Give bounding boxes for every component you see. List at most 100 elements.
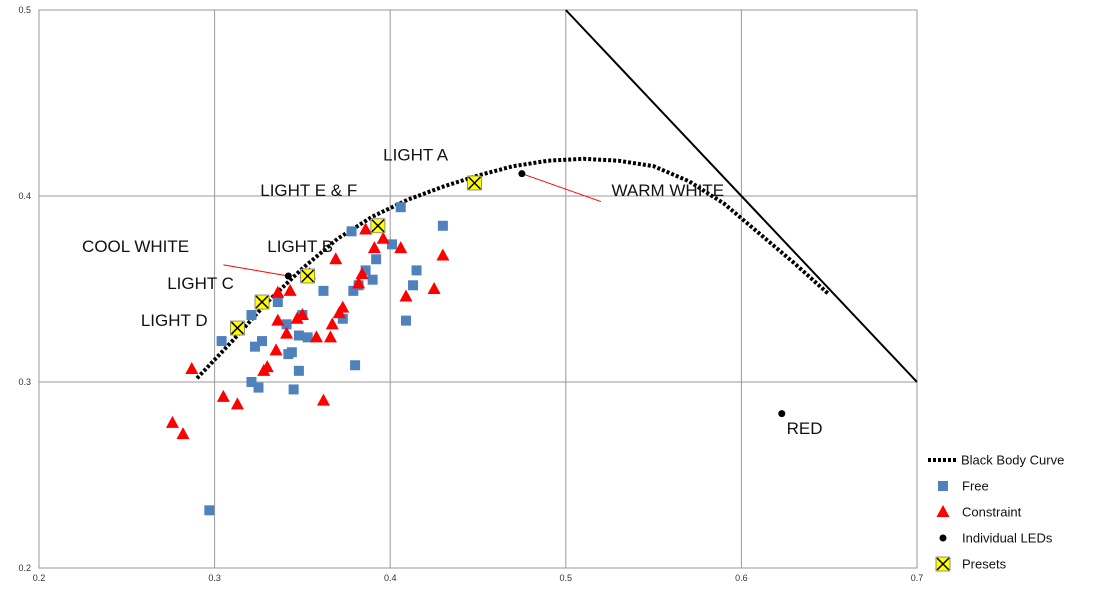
constraint-point bbox=[309, 330, 323, 343]
constraint-point bbox=[271, 285, 285, 298]
free-point bbox=[286, 347, 297, 358]
preset-point bbox=[230, 320, 245, 336]
annotation-leader-lines bbox=[223, 173, 602, 277]
constraint-point bbox=[260, 360, 274, 373]
constraint-point bbox=[295, 308, 309, 321]
constraint-point bbox=[367, 241, 381, 254]
free-point bbox=[253, 382, 264, 393]
preset-point bbox=[467, 175, 482, 191]
free-point bbox=[318, 285, 329, 296]
legend-label: Individual LEDs bbox=[962, 531, 1053, 546]
annotation-label: WARM WHITE bbox=[611, 181, 724, 200]
free-point bbox=[437, 220, 448, 231]
leader-line bbox=[521, 173, 602, 203]
annotation-label: LIGHT D bbox=[141, 311, 208, 330]
y-tick-label: 0.4 bbox=[18, 191, 31, 201]
free-point bbox=[401, 315, 412, 326]
legend-label: Black Body Curve bbox=[961, 453, 1064, 468]
constraint-point bbox=[329, 252, 343, 265]
annotations: LIGHT A LIGHT E & F COOL WHITE LIGHT B LIGHT… bbox=[82, 146, 823, 438]
annotation-label: LIGHT A bbox=[383, 146, 449, 165]
constraint-point bbox=[427, 282, 441, 294]
constraint-point bbox=[359, 222, 373, 235]
free-point bbox=[272, 297, 283, 308]
legend-swatch bbox=[939, 534, 947, 542]
free-point bbox=[386, 239, 397, 250]
grid-lines bbox=[38, 9, 918, 569]
black-body-curve-line bbox=[195, 156, 831, 380]
legend-swatch bbox=[938, 481, 948, 491]
free-point bbox=[246, 310, 257, 321]
constraint-point bbox=[376, 231, 390, 244]
constraint-point bbox=[269, 343, 283, 356]
constraint-point bbox=[436, 248, 450, 261]
constraint-point bbox=[352, 276, 366, 289]
x-axis-tick-labels: 0.2 0.3 0.4 0.5 0.6 0.7 bbox=[33, 573, 924, 583]
free-point bbox=[257, 336, 268, 347]
preset-point bbox=[300, 268, 316, 284]
constraint-point bbox=[271, 313, 285, 326]
x-tick-label: 0.4 bbox=[384, 573, 397, 583]
constraint-point bbox=[355, 267, 369, 280]
y-tick-label: 0.3 bbox=[18, 377, 31, 387]
preset-point bbox=[370, 218, 386, 234]
legend-label: Presets bbox=[962, 557, 1007, 572]
free-point bbox=[288, 384, 299, 395]
annotation-label: COOL WHITE bbox=[82, 237, 189, 256]
free-point bbox=[293, 365, 304, 376]
y-axis-tick-labels: 0.2 0.3 0.4 0.5 bbox=[18, 5, 31, 573]
constraint-point bbox=[280, 326, 294, 339]
constraint-point bbox=[323, 330, 337, 343]
constraint-point bbox=[165, 415, 179, 428]
free-point bbox=[408, 280, 419, 291]
x-tick-label: 0.5 bbox=[560, 573, 573, 583]
free-point bbox=[371, 254, 382, 265]
y-tick-label: 0.5 bbox=[18, 5, 31, 15]
annotation-label: LIGHT C bbox=[167, 274, 234, 293]
x-tick-label: 0.3 bbox=[208, 573, 221, 583]
legend-label: Free bbox=[962, 479, 989, 494]
preset-point bbox=[254, 294, 270, 310]
constraint-point bbox=[283, 283, 297, 296]
annotation-label: LIGHT B bbox=[267, 237, 333, 256]
legend-swatch bbox=[936, 505, 950, 517]
led-point bbox=[778, 410, 786, 418]
black-body-curve bbox=[195, 156, 831, 380]
free-point bbox=[281, 319, 292, 330]
free-point bbox=[302, 332, 313, 343]
legend-label: Constraint bbox=[962, 505, 1022, 520]
x-tick-label: 0.7 bbox=[911, 573, 924, 583]
x-tick-label: 0.6 bbox=[735, 573, 748, 583]
free-point bbox=[350, 360, 361, 371]
led-point bbox=[284, 272, 292, 280]
leader-line bbox=[223, 264, 289, 277]
free-point bbox=[293, 330, 304, 341]
free-point bbox=[204, 505, 215, 516]
boundary-line bbox=[565, 9, 918, 383]
constraint-point bbox=[185, 361, 199, 374]
legend: Black Body Curve Free Constraint Individual… bbox=[928, 453, 1064, 572]
constraint-point bbox=[394, 241, 408, 254]
data-points bbox=[165, 170, 786, 516]
constraint-point bbox=[336, 300, 350, 313]
constraint-point bbox=[216, 389, 230, 402]
free-point bbox=[411, 265, 422, 276]
annotation-label: LIGHT E & F bbox=[260, 181, 357, 200]
free-point bbox=[346, 226, 357, 237]
free-point bbox=[216, 336, 227, 347]
free-point bbox=[367, 274, 378, 285]
constraint-point bbox=[290, 311, 304, 324]
free-point bbox=[395, 202, 406, 213]
free-point bbox=[246, 377, 257, 387]
y-tick-label: 0.2 bbox=[18, 563, 31, 573]
free-point bbox=[337, 313, 348, 324]
free-point bbox=[249, 341, 260, 352]
annotation-label: RED bbox=[787, 419, 823, 438]
constraint-point bbox=[176, 427, 190, 440]
constraint-point bbox=[230, 397, 244, 410]
legend-swatch bbox=[935, 556, 951, 572]
led-point bbox=[518, 170, 526, 178]
boundary-segment bbox=[565, 9, 918, 383]
constraint-point bbox=[325, 317, 339, 330]
